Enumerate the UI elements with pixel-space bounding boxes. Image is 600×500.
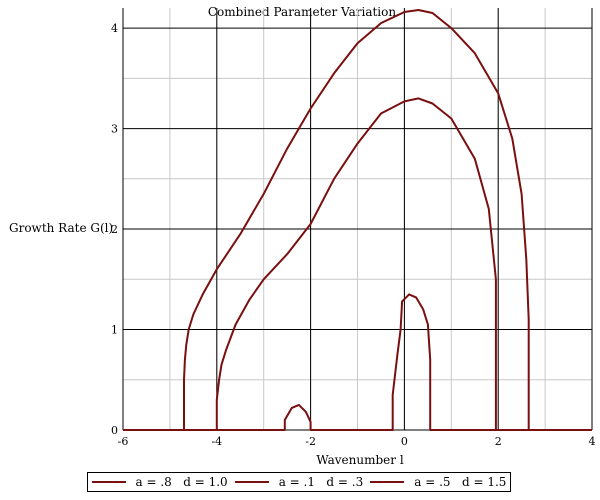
x-tick-label: 0 (401, 435, 408, 448)
y-axis-label: Growth Rate G(l) (9, 221, 113, 235)
chart-title: Combined Parameter Variation (208, 5, 396, 19)
series-lines (123, 9, 592, 431)
grid (122, 8, 593, 431)
legend-swatch (91, 481, 126, 483)
legend-swatch (234, 481, 269, 483)
x-axis-label: Wavenumber l (316, 453, 403, 467)
legend-item: a = .8 d = 1.0 (91, 475, 228, 489)
chart: Combined Parameter Variation Growth Rate… (9, 5, 596, 467)
y-tick-label: 2 (111, 223, 118, 236)
legend: a = .8 d = 1.0 a = .1 d = .3 a = .5 d = … (87, 472, 511, 492)
y-tick-label: 0 (111, 424, 118, 437)
x-tick-label: -2 (305, 435, 316, 448)
legend-swatch (370, 481, 405, 483)
x-tick-label: 2 (495, 435, 502, 448)
y-tick-label: 3 (111, 123, 118, 136)
series-line-2 (123, 97, 592, 431)
legend-item: a = .1 d = .3 (234, 475, 364, 489)
x-tick-label: -6 (118, 435, 129, 448)
x-tick-label: -4 (211, 435, 222, 448)
y-tick-label: 4 (111, 22, 118, 35)
legend-label: a = .1 d = .3 (278, 475, 364, 489)
series-line-1 (123, 9, 592, 431)
legend-label: a = .8 d = 1.0 (135, 475, 228, 489)
y-tick-label: 1 (111, 324, 118, 337)
legend-item: a = .5 d = 1.5 (370, 475, 506, 489)
x-tick-label: 4 (589, 435, 596, 448)
series-line-3 (123, 293, 592, 431)
legend-label: a = .5 d = 1.5 (414, 475, 507, 489)
